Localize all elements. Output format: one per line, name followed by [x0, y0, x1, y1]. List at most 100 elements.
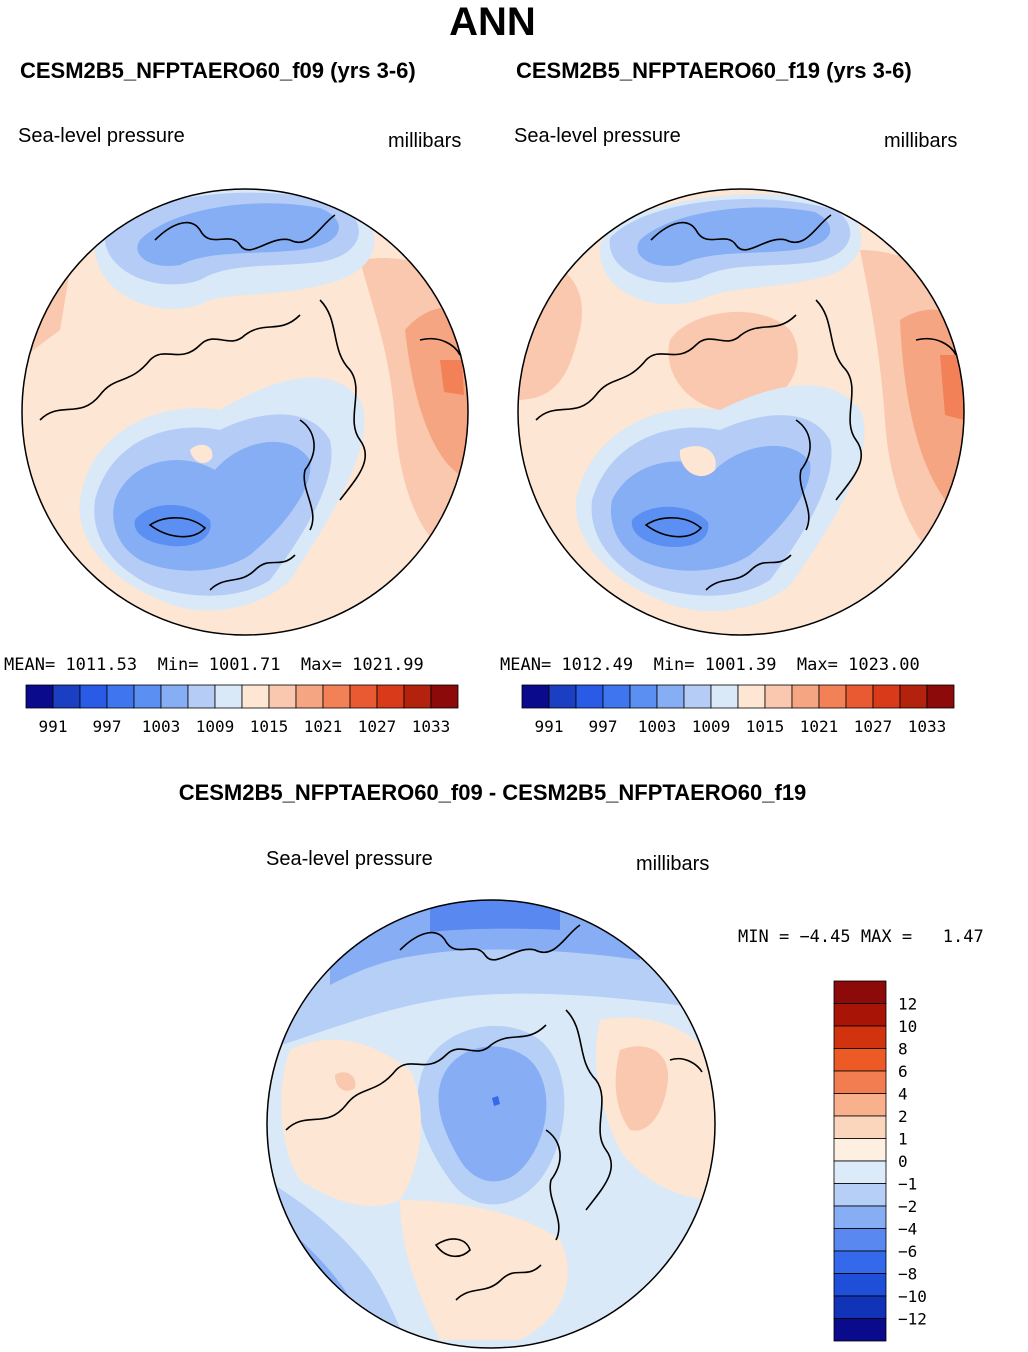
- right-max-value: 1023.00: [848, 655, 920, 675]
- right-colorbar-tick-label: 1027: [854, 717, 893, 736]
- diff-colorbar-swatch: [833, 1115, 887, 1139]
- left-variable-label: Sea-level pressure: [18, 125, 185, 147]
- left-max-label: Max=: [300, 655, 342, 675]
- right-min-label: Min=: [653, 655, 695, 675]
- diff-max-value: 1.47: [942, 927, 984, 947]
- diff-colorbar-tick-label: −4: [898, 1220, 917, 1239]
- diff-variable-label: Sea-level pressure: [266, 848, 433, 870]
- diff-colorbar-tick-label: 6: [898, 1062, 908, 1081]
- right-max-label: Max=: [796, 655, 838, 675]
- diff-colorbar-tick-label: −8: [898, 1265, 917, 1284]
- left-mean-value: 1011.53: [65, 655, 138, 675]
- diff-min-spot: [492, 1096, 500, 1106]
- left-colorbar-swatch: [349, 684, 378, 709]
- diff-colorbar-tick-label: −2: [898, 1197, 917, 1216]
- right-colorbar-swatch: [764, 684, 793, 709]
- right-colorbar-swatch: [683, 684, 712, 709]
- left-min-value: 1001.71: [208, 655, 281, 675]
- right-colorbar-swatch: [575, 684, 604, 709]
- left-colorbar-swatch: [295, 684, 324, 709]
- right-map-boundary: [517, 188, 965, 636]
- left-colorbar-tick-label: 1009: [196, 717, 235, 736]
- diff-colorbar-swatch: [833, 1003, 887, 1027]
- right-colorbar-swatch: [845, 684, 874, 709]
- right-colorbar-swatch: [791, 684, 820, 709]
- diff-colorbar-tick-label: 8: [898, 1040, 908, 1059]
- right-colorbar-swatch: [710, 684, 739, 709]
- left-colorbar-swatch: [25, 684, 54, 709]
- left-colorbar-swatch: [322, 684, 351, 709]
- diff-colorbar-swatch: [833, 1273, 887, 1297]
- right-colorbar-tick-label: 1033: [908, 717, 947, 736]
- left-colorbar-swatch: [133, 684, 162, 709]
- right-stats: MEAN= 1012.49 Min= 1001.39 Max= 1023.00: [500, 655, 920, 675]
- left-colorbar-swatch: [241, 684, 270, 709]
- diff-colorbar-tick-label: 12: [898, 995, 917, 1014]
- diff-panel-title: CESM2B5_NFPTAERO60_f09 - CESM2B5_NFPTAER…: [178, 780, 807, 805]
- left-colorbar-swatch: [187, 684, 216, 709]
- right-colorbar-tick-label: 1009: [692, 717, 731, 736]
- right-colorbar-tick-label: 997: [589, 717, 618, 736]
- diff-units-label: millibars: [636, 853, 710, 875]
- right-colorbar-swatch: [629, 684, 658, 709]
- diff-min-label: MIN =: [738, 927, 790, 947]
- diff-colorbar-tick-label: 0: [898, 1152, 908, 1171]
- diff-colorbar-tick-label: −1: [898, 1175, 917, 1194]
- left-stats: MEAN= 1011.53 Min= 1001.71 Max= 1021.99: [4, 655, 424, 675]
- diff-stats: MIN = −4.45 MAX = 1.47: [738, 927, 984, 947]
- figure-title: ANN: [449, 0, 536, 44]
- left-colorbar-tick-label: 1015: [250, 717, 289, 736]
- left-colorbar-swatch: [52, 684, 81, 709]
- left-colorbar-swatch: [268, 684, 297, 709]
- right-colorbar-swatch: [602, 684, 631, 709]
- left-colorbar-swatch: [160, 684, 189, 709]
- right-units-label: millibars: [884, 130, 958, 152]
- left-colorbar-tick-label: 1003: [142, 717, 181, 736]
- diff-colorbar-swatch: [833, 1025, 887, 1049]
- right-colorbar-swatch: [656, 684, 685, 709]
- right-colorbar-swatch: [521, 684, 550, 709]
- right-colorbar-tick-label: 1021: [800, 717, 839, 736]
- left-map-boundary: [21, 188, 469, 636]
- right-colorbar-tick-label: 1015: [746, 717, 785, 736]
- right-map: [517, 188, 965, 636]
- left-colorbar: 991 997 1003 1009 1015 1021 1027 1033: [25, 684, 459, 736]
- diff-colorbar-swatch: [833, 1295, 887, 1319]
- right-colorbar-tick-label: 991: [535, 717, 564, 736]
- right-colorbar-swatch: [872, 684, 901, 709]
- right-mean-label: MEAN=: [500, 655, 552, 675]
- diff-colorbar-swatch: [833, 1160, 887, 1184]
- left-colorbar-swatch: [106, 684, 135, 709]
- left-colorbar-tick-label: 1033: [412, 717, 451, 736]
- left-colorbar-swatch: [376, 684, 405, 709]
- left-colorbar-swatch: [214, 684, 243, 709]
- left-mean-label: MEAN=: [4, 655, 56, 675]
- right-min-value: 1001.39: [704, 655, 777, 675]
- right-mean-value: 1012.49: [561, 655, 634, 675]
- diff-colorbar-tick-label: 2: [898, 1107, 908, 1126]
- diff-colorbar-tick-label: 4: [898, 1085, 908, 1104]
- diff-colorbar-tick-label: −6: [898, 1242, 917, 1261]
- diff-colorbar-swatch: [833, 1318, 887, 1342]
- right-colorbar-swatch: [548, 684, 577, 709]
- left-max-value: 1021.99: [352, 655, 424, 675]
- left-colorbar-swatch: [403, 684, 432, 709]
- diff-map-boundary: [266, 899, 716, 1349]
- left-min-label: Min=: [157, 655, 199, 675]
- diff-colorbar-tick-label: 1: [898, 1130, 908, 1149]
- left-colorbar-swatch: [79, 684, 108, 709]
- diff-colorbar-swatch: [833, 1183, 887, 1207]
- left-colorbar-tick-label: 991: [39, 717, 68, 736]
- left-panel-title: CESM2B5_NFPTAERO60_f09 (yrs 3-6): [20, 58, 416, 83]
- diff-colorbar-swatch: [833, 1228, 887, 1252]
- left-colorbar-swatch: [430, 684, 459, 709]
- right-colorbar-swatch: [737, 684, 766, 709]
- diff-colorbar-swatch: [833, 1205, 887, 1229]
- diff-colorbar-swatch: [833, 1093, 887, 1117]
- left-colorbar-tick-label: 1027: [358, 717, 397, 736]
- diff-colorbar-tick-label: −10: [898, 1287, 927, 1306]
- diff-map: [266, 899, 716, 1349]
- left-colorbar-tick-label: 1021: [304, 717, 343, 736]
- diff-colorbar-swatch: [833, 1138, 887, 1162]
